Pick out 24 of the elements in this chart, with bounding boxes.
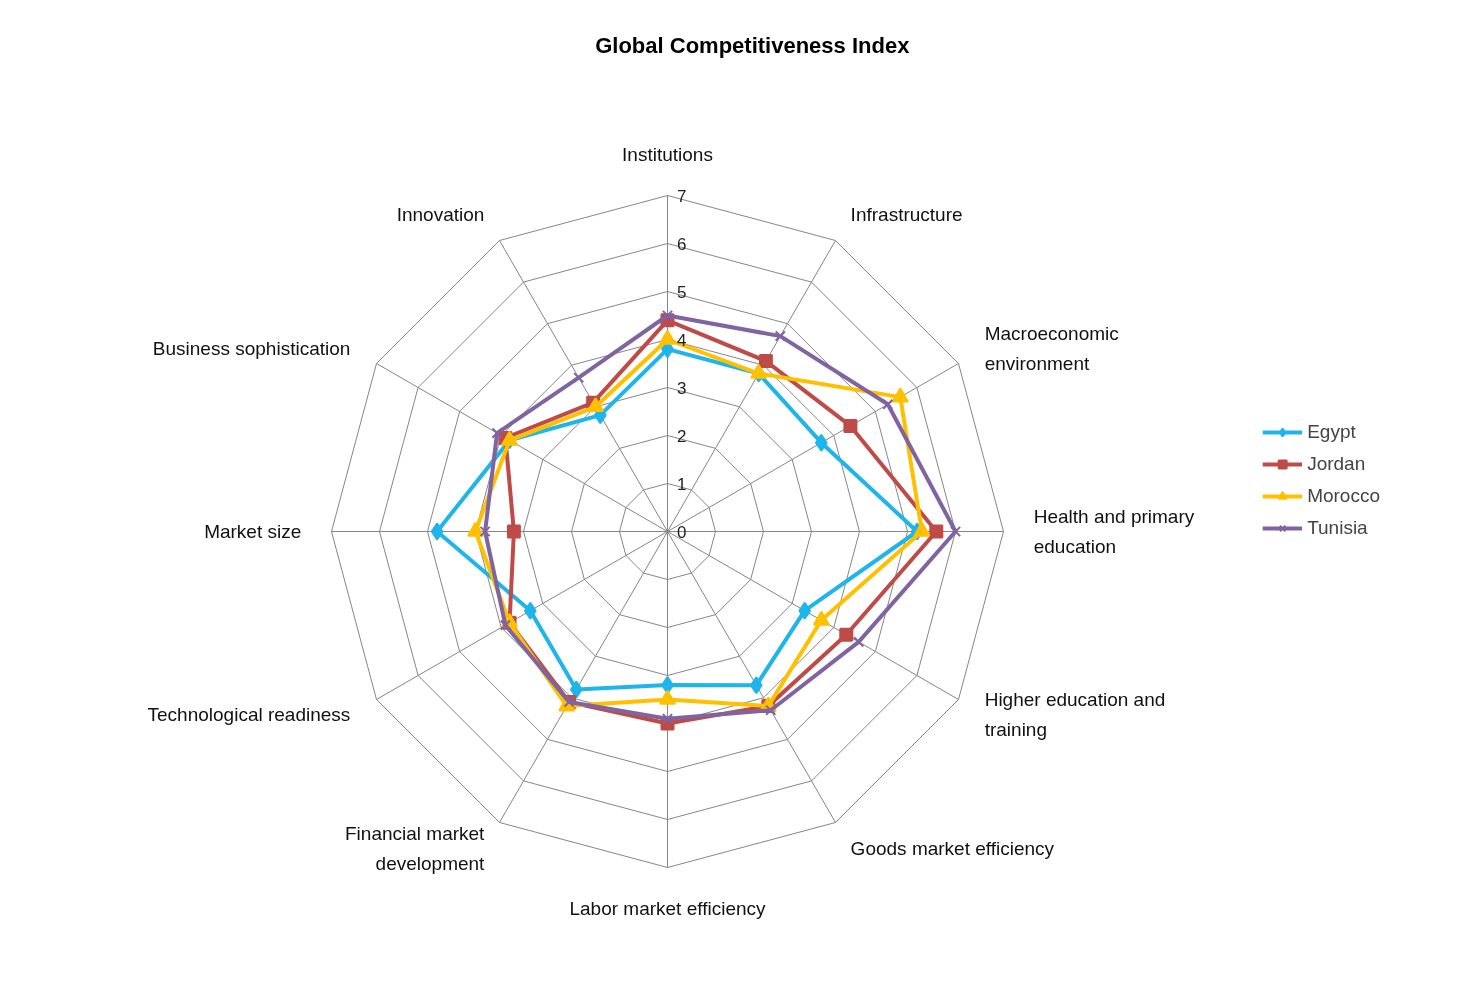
spoke-label: Infrastructure (850, 203, 963, 225)
spoke-label: Labor market efficiency (569, 897, 767, 919)
spoke-label: Business sophistication (152, 337, 351, 359)
spoke-label: Health and primary education (1033, 505, 1195, 558)
spoke-label: Goods market efficiency (850, 838, 1055, 860)
y-tick-label: 3 (677, 378, 687, 398)
legend-label: Egypt (1307, 421, 1356, 443)
y-tick-label: 7 (677, 186, 687, 206)
legend-label: Morocco (1307, 485, 1380, 507)
spoke-label: Institutions (622, 144, 713, 166)
legend-label: Tunisia (1307, 517, 1368, 539)
legend-label: Jordan (1307, 453, 1366, 475)
chart-title: Global Competitiveness Index (595, 33, 911, 59)
spoke-label: Higher education and training (984, 688, 1166, 741)
spoke-label: Technological readiness (147, 704, 351, 726)
spoke-label: Financial market development (345, 822, 486, 875)
y-tick-label: 1 (677, 474, 687, 494)
spoke-label: Innovation (396, 203, 485, 225)
y-tick-label: 2 (677, 426, 687, 446)
spoke-label: Macroeconomic environment (984, 322, 1119, 375)
spoke-label: Market size (204, 521, 302, 542)
y-tick-label: 0 (677, 522, 687, 542)
y-tick-label: 5 (677, 282, 687, 302)
y-tick-label: 6 (677, 234, 687, 254)
